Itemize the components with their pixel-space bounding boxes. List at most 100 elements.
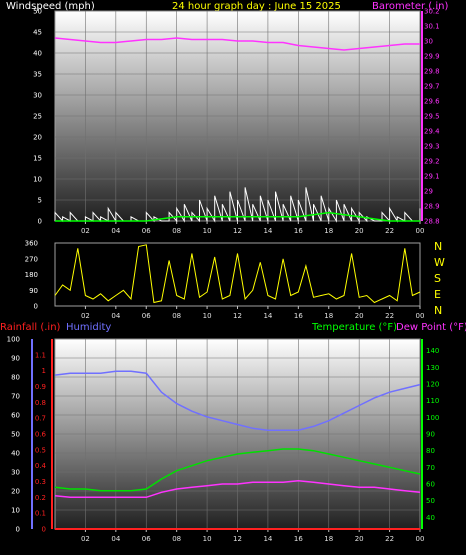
windspeed-axis-tick-label: 40 <box>33 50 42 58</box>
x-tick-label: 02 <box>81 535 90 543</box>
humidity-axis-tick-label: 50 <box>11 431 20 439</box>
barometer-axis-tick-label: 29.5 <box>424 113 440 121</box>
x-tick-label: 06 <box>142 227 151 235</box>
humidity-axis-tick-label: 70 <box>11 393 20 401</box>
humidity-axis-tick-label: 40 <box>11 450 20 458</box>
x-tick-label: 18 <box>324 312 333 320</box>
wind-direction-line <box>54 244 421 304</box>
x-tick-label: 06 <box>142 312 151 320</box>
x-tick-label: 22 <box>385 535 394 543</box>
x-tick-label: 20 <box>355 312 364 320</box>
humidity-title: Humidity <box>66 322 111 333</box>
barometer-axis-tick-label: 29.4 <box>424 128 440 136</box>
humidity-axis-tick-label: 0 <box>16 526 20 534</box>
temperature-axis-tick-label: 120 <box>426 381 439 389</box>
temperature-axis-tick-label: 100 <box>426 414 439 422</box>
x-tick-label: 12 <box>233 535 242 543</box>
x-tick-label: 20 <box>355 227 364 235</box>
x-tick-label: 02 <box>81 227 90 235</box>
rainfall-axis-tick-label: 0.6 <box>35 431 47 439</box>
x-tick-label: 02 <box>81 312 90 320</box>
barometer-axis-tick-label: 29.1 <box>424 173 440 181</box>
windspeed-axis-tick-label: 30 <box>33 92 42 100</box>
dewpoint-title: Dew Point (°F) <box>396 322 466 333</box>
temperature-axis-tick-label: 80 <box>426 447 435 455</box>
humidity-axis-tick-label: 60 <box>11 412 20 420</box>
barometer-axis-tick-label: 29 <box>424 188 433 196</box>
rainfall-axis-tick-label: 1 <box>42 367 46 375</box>
x-tick-label: 12 <box>233 312 242 320</box>
rainfall-axis-tick-label: 0.3 <box>35 478 46 486</box>
rainfall-axis-tick-label: 0.2 <box>35 494 46 502</box>
direction-label-e: E <box>434 288 441 301</box>
direction-axis-tick-label: 90 <box>29 287 38 295</box>
rainfall-axis-tick-label: 0.1 <box>35 510 46 518</box>
rainfall-axis-tick-label: 0.4 <box>35 462 47 470</box>
temperature-title: Temperature (°F) <box>311 322 397 333</box>
barometer-axis-tick-label: 29.6 <box>424 98 440 106</box>
direction-plot-area <box>54 242 421 307</box>
x-tick-label: 18 <box>324 535 333 543</box>
x-tick-label: 10 <box>203 312 212 320</box>
rainfall-axis-tick-label: 1.1 <box>35 351 46 359</box>
date-title: 24 hour graph day : June 15 2025 <box>172 1 341 12</box>
x-tick-label: 00 <box>416 312 425 320</box>
x-tick-label: 10 <box>203 227 212 235</box>
humidity-axis-tick-label: 90 <box>11 355 20 363</box>
temperature-axis-tick-label: 40 <box>426 514 435 522</box>
temperature-line <box>54 448 421 492</box>
temperature-axis-tick-label: 140 <box>426 347 439 355</box>
humidity-axis-tick-label: 30 <box>11 469 20 477</box>
x-tick-label: 00 <box>416 535 425 543</box>
barometer-title: Barometer (.in) <box>372 1 448 12</box>
temperature-axis-tick-label: 50 <box>426 497 435 505</box>
direction-label-s: S <box>434 272 441 285</box>
x-tick-label: 08 <box>172 227 181 235</box>
barometer-axis-tick-label: 29.3 <box>424 143 440 151</box>
temperature-axis-tick-label: 90 <box>426 431 435 439</box>
barometer-axis-tick-label: 30.1 <box>424 23 440 31</box>
dewpoint-line <box>54 479 421 499</box>
direction-axis-tick-label: 0 <box>34 303 38 311</box>
rainfall-axis-tick-label: 0.8 <box>35 399 46 407</box>
temperature-axis-tick-label: 60 <box>426 481 435 489</box>
x-tick-label: 18 <box>324 227 333 235</box>
x-tick-label: 14 <box>263 535 272 543</box>
x-tick-label: 08 <box>172 312 181 320</box>
x-tick-label: 04 <box>111 535 120 543</box>
direction-axis-tick-label: 180 <box>25 271 38 279</box>
barometer-axis-tick-label: 30.2 <box>424 8 440 16</box>
windspeed-title: Windspeed (mph) <box>6 1 95 12</box>
x-tick-label: 22 <box>385 312 394 320</box>
temperature-axis-tick-label: 130 <box>426 364 439 372</box>
x-tick-label: 04 <box>111 312 120 320</box>
windspeed-axis-tick-label: 50 <box>33 8 42 16</box>
direction-label-n-bottom: N <box>434 304 442 317</box>
x-tick-label: 12 <box>233 227 242 235</box>
rainfall-axis-tick-label: 0.5 <box>35 446 46 454</box>
direction-axis-tick-label: 360 <box>25 240 38 248</box>
barometer-axis-tick-label: 29.7 <box>424 83 440 91</box>
humidity-line <box>54 370 421 431</box>
windspeed-axis-tick-label: 15 <box>33 155 42 163</box>
x-tick-label: 14 <box>263 312 272 320</box>
windspeed-axis-tick-label: 0 <box>38 218 42 226</box>
x-tick-label: 06 <box>142 535 151 543</box>
x-tick-label: 16 <box>294 535 303 543</box>
rainfall-title: Rainfall (.in) <box>0 322 61 333</box>
humidity-axis-tick-label: 100 <box>7 336 20 344</box>
humidity-axis-tick-label: 20 <box>11 488 20 496</box>
x-tick-label: 10 <box>203 535 212 543</box>
x-tick-label: 16 <box>294 312 303 320</box>
x-tick-label: 00 <box>416 227 425 235</box>
rainfall-axis-tick-label: 0 <box>42 526 46 534</box>
temperature-axis-tick-label: 70 <box>426 464 435 472</box>
windspeed-axis-tick-label: 25 <box>33 113 42 121</box>
barometer-axis-tick-label: 29.8 <box>424 68 440 76</box>
humidity-axis-tick-label: 10 <box>11 507 20 515</box>
x-tick-label: 20 <box>355 535 364 543</box>
windspeed-axis-tick-label: 10 <box>33 176 42 184</box>
barometer-axis-tick-label: 28.9 <box>424 203 440 211</box>
x-tick-label: 14 <box>263 227 272 235</box>
